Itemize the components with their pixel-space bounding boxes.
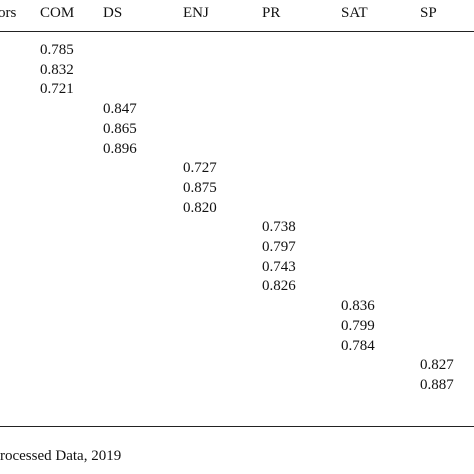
table-cell: 0.865 <box>103 120 137 137</box>
table-cell: 0.836 <box>341 298 375 315</box>
column-header: PR <box>262 5 281 21</box>
table-cell: 0.826 <box>262 278 296 295</box>
table-cell: 0.820 <box>183 199 217 216</box>
column-header: DS <box>103 5 123 21</box>
table-cell: 0.743 <box>262 258 296 275</box>
column-header: ors <box>0 5 17 21</box>
column-header: COM <box>40 5 75 21</box>
table-cell: 0.875 <box>183 179 217 196</box>
column-header: SAT <box>341 5 368 21</box>
table-cell: 0.784 <box>341 337 375 354</box>
column-header: ENJ <box>183 5 209 21</box>
table-cell: 0.727 <box>183 160 217 177</box>
table-cell: 0.896 <box>103 140 137 157</box>
table-cell: 0.799 <box>341 317 375 334</box>
table-cell: 0.721 <box>40 81 74 98</box>
table-cell: 0.738 <box>262 219 296 236</box>
table-cell: 0.887 <box>420 376 454 393</box>
bottom-rule <box>0 426 474 427</box>
header-rule <box>0 31 474 32</box>
column-header: SP <box>420 5 437 21</box>
table-cell: 0.827 <box>420 357 454 374</box>
table-cell: 0.847 <box>103 101 137 118</box>
table-cell: 0.832 <box>40 61 74 78</box>
table-source-note: rocessed Data, 2019 <box>0 448 122 464</box>
table-cell: 0.797 <box>262 239 296 255</box>
table-cell: 0.785 <box>40 42 74 58</box>
